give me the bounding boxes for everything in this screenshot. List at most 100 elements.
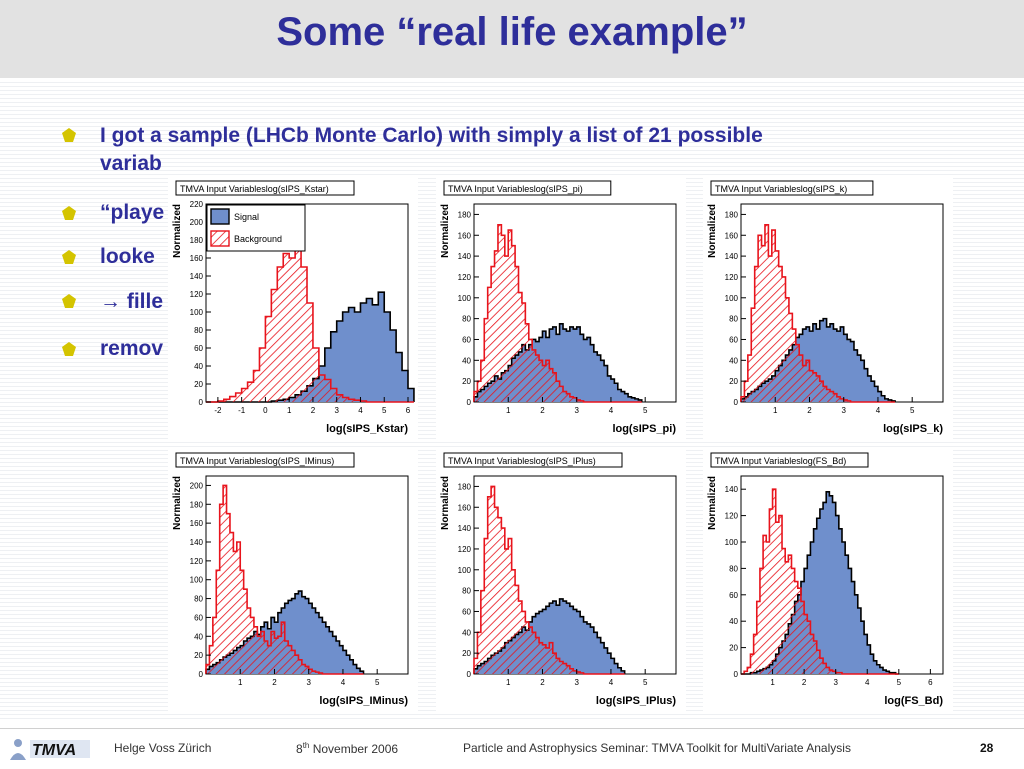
y-tick-label: 40 (729, 356, 738, 365)
chart-title-box (443, 180, 612, 196)
bullet-icon (62, 206, 76, 220)
y-axis-label: Normalized (440, 476, 451, 530)
y-tick-label: 0 (199, 398, 204, 407)
x-tick-label: 5 (897, 678, 902, 687)
chart-title: TMVA Input Variableslog(FS_Bd) (715, 456, 846, 466)
y-tick-label: 140 (190, 272, 204, 281)
x-tick-label: 5 (375, 678, 380, 687)
y-axis-label: Normalized (172, 204, 183, 258)
y-tick-label: 180 (190, 500, 204, 509)
y-tick-label: 0 (467, 670, 472, 679)
y-tick-label: 100 (190, 308, 204, 317)
x-tick-label: 2 (807, 406, 812, 415)
y-tick-label: 180 (458, 482, 472, 491)
x-tick-label: 3 (306, 678, 311, 687)
footer-bar (0, 728, 1024, 769)
background-histogram (473, 224, 642, 403)
footer-date-rest: November 2006 (309, 742, 399, 756)
x-tick-label: -1 (238, 406, 246, 415)
x-axis-label: log(sIPS_IPlus) (596, 695, 676, 707)
legend-signal-label: Signal (234, 212, 259, 222)
background-histogram (740, 224, 896, 403)
logo-text: TMVA (32, 742, 76, 759)
y-tick-label: 80 (729, 564, 738, 573)
chart-title: TMVA Input Variableslog(sIPS_IMinus) (180, 456, 334, 466)
y-tick-label: 140 (458, 252, 472, 261)
chart-title-box (175, 180, 355, 196)
x-tick-label: 5 (643, 406, 648, 415)
x-tick-label: 6 (406, 406, 411, 415)
y-tick-label: 140 (458, 524, 472, 533)
background-histogram (741, 488, 899, 675)
y-tick-label: 60 (729, 591, 738, 600)
y-tick-label: 200 (190, 218, 204, 227)
bullet-icon (62, 342, 76, 356)
x-tick-label: 5 (382, 406, 387, 415)
bullet-text-3: looke (100, 245, 155, 268)
x-tick-label: 3 (334, 406, 339, 415)
x-tick-label: 6 (928, 678, 933, 687)
y-tick-label: 80 (462, 315, 471, 324)
x-tick-label: 1 (287, 406, 292, 415)
y-tick-label: 160 (458, 503, 472, 512)
y-tick-label: 60 (194, 344, 203, 353)
y-tick-label: 80 (462, 587, 471, 596)
y-tick-label: 60 (729, 335, 738, 344)
x-tick-label: 2 (802, 678, 807, 687)
footer-date-day: 8 (296, 742, 303, 756)
y-tick-label: 120 (725, 512, 739, 521)
y-axis-label: Normalized (707, 476, 718, 530)
y-tick-label: 20 (194, 380, 203, 389)
y-tick-label: 40 (462, 628, 471, 637)
y-tick-label: 140 (190, 538, 204, 547)
bullet-text-1: I got a sample (LHCb Monte Carlo) with s… (100, 124, 763, 147)
x-tick-label: 1 (773, 406, 778, 415)
slide-title: Some “real life example” (276, 10, 748, 54)
x-tick-label: 4 (876, 406, 881, 415)
y-tick-label: 20 (462, 649, 471, 658)
y-tick-label: 40 (194, 362, 203, 371)
x-tick-label: 1 (506, 678, 511, 687)
x-tick-label: 1 (506, 406, 511, 415)
bullet-icon (62, 294, 76, 308)
footer-date-sup: th (302, 741, 310, 750)
y-tick-label: 100 (725, 294, 739, 303)
y-tick-label: 180 (190, 236, 204, 245)
chart-title-box (710, 452, 869, 468)
y-axis-label: Normalized (707, 204, 718, 258)
y-tick-label: 0 (734, 398, 739, 407)
chart-sips-kstar: TMVA Input Variableslog(sIPS_Kstar)02040… (168, 178, 418, 440)
x-tick-label: 4 (609, 406, 614, 415)
x-tick-label: 4 (358, 406, 363, 415)
x-tick-label: 4 (609, 678, 614, 687)
y-tick-label: 20 (194, 651, 203, 660)
y-tick-label: 100 (458, 294, 472, 303)
x-axis-label: log(sIPS_Kstar) (326, 423, 408, 435)
x-tick-label: 2 (272, 678, 277, 687)
x-axis-label: log(FS_Bd) (884, 695, 943, 707)
footer-page-number: 28 (980, 741, 994, 755)
y-tick-label: 120 (458, 545, 472, 554)
y-tick-label: 140 (725, 252, 739, 261)
background-histogram (473, 485, 625, 675)
chart-fs-bd: TMVA Input Variableslog(FS_Bd) 0 20 40 60 80 1… (703, 450, 953, 712)
x-tick-label: -2 (214, 406, 222, 415)
x-axis-label: log(sIPS_pi) (612, 423, 676, 435)
chart-title-box (443, 452, 623, 468)
chart-sips-k: TMVA Input Variableslog(sIPS_k) 0 20 40 60 80… (703, 178, 953, 440)
tmva-logo: TMVA (10, 739, 90, 760)
x-axis-label: log(sIPS_k) (883, 423, 943, 435)
chart-title: TMVA Input Variableslog(sIPS_pi) (448, 184, 583, 194)
y-tick-label: 60 (462, 607, 471, 616)
y-tick-label: 120 (725, 273, 739, 282)
y-tick-label: 100 (190, 576, 204, 585)
legend-background-swatch (210, 230, 230, 247)
y-tick-label: 20 (462, 377, 471, 386)
y-tick-label: 40 (729, 617, 738, 626)
y-tick-label: 200 (190, 481, 204, 490)
y-tick-label: 120 (458, 273, 472, 282)
y-tick-label: 40 (462, 356, 471, 365)
chart-title: TMVA Input Variableslog(sIPS_IPlus) (448, 456, 596, 466)
y-tick-label: 60 (194, 613, 203, 622)
x-tick-label: 3 (833, 678, 838, 687)
